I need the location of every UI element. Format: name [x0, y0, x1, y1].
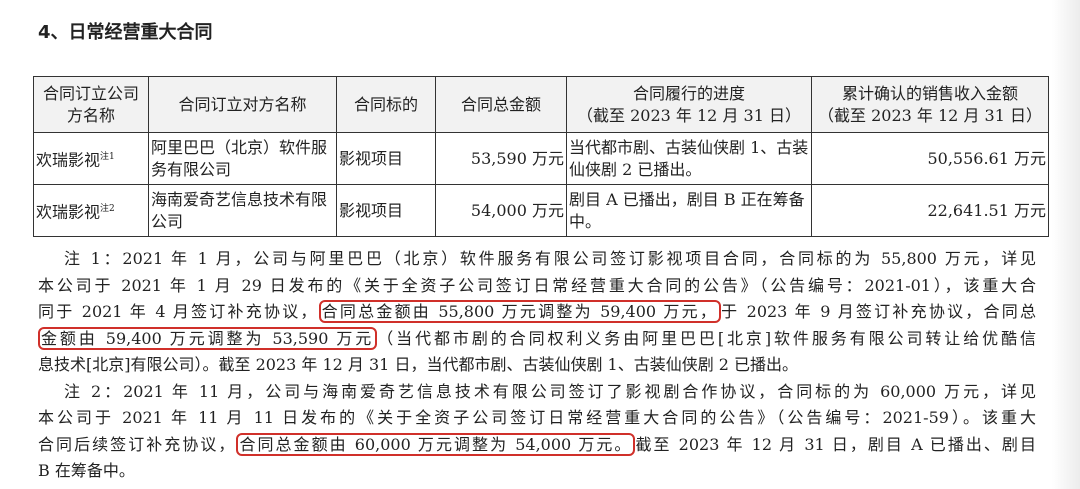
highlighted-amount-change: 合同总金额由 60,000 万元调整为 54,000 万元。: [236, 432, 636, 456]
footnote-line: 金额由 59,400 万元调整为 53,590 万元 （当代都市剧的合同权利义务由…: [38, 326, 1036, 353]
footnote-text: 注 1：2021 年 1 月，公司与阿里巴巴（北京）软件服务有限公司签订影视项目…: [64, 249, 1036, 268]
table-row: 欢瑞影视注2 海南爱奇艺信息技术有限公司 影视项目 54,000 万元 剧目 A…: [33, 184, 1049, 237]
header-cell: 合同订立对方名称: [148, 76, 337, 133]
highlighted-amount-change: 合同总金额由 55,800 万元调整为 59,400 万元，: [318, 300, 722, 323]
highlighted-amount-change: 金额由 59,400 万元调整为 53,590 万元: [38, 326, 378, 350]
footnote-line: 注 2：2021 年 11 月，公司与海南爱奇艺信息技术有限公司签订了影视剧合作…: [38, 379, 1036, 406]
footnote-mark: 注2: [100, 203, 115, 214]
subject-cell: 影视项目: [336, 132, 436, 185]
contracts-table: 合同订立公司方名称 合同订立对方名称 合同标的 合同总金额 合同履行的进度 （截…: [33, 76, 1049, 237]
footnote-text: 于 2023 年 9 月签订补充协议，合同总: [721, 302, 1036, 321]
header-cell: 累计确认的销售收入金额 （截至 2023 年 12 月 31 日）: [811, 76, 1049, 133]
footnote-text: 息技术[北京]有限公司）。截至 2023 年 12 月 31 日，当代都市剧、古…: [38, 355, 799, 374]
company-cell: 欢瑞影视注2: [33, 184, 149, 237]
footnote-text: 截至 2023 年 12 月 31 日，剧目 A 已播出、剧目: [635, 434, 1036, 454]
revenue-cell: 50,556.61 万元: [811, 132, 1049, 185]
party-cell: 海南爱奇艺信息技术有限公司: [148, 184, 337, 237]
header-cell: 合同总金额: [435, 76, 567, 133]
revenue-cell: 22,641.51 万元: [811, 184, 1049, 237]
progress-cell: 当代都市剧、古装仙侠剧 1、古装仙侠剧 2 已播出。: [566, 132, 812, 185]
table-header-row: 合同订立公司方名称 合同订立对方名称 合同标的 合同总金额 合同履行的进度 （截…: [33, 76, 1049, 133]
progress-cell: 剧目 A 已播出，剧目 B 正在筹备中。: [566, 184, 812, 237]
footnote-text: 合同后续签订补充协议，: [38, 434, 237, 454]
footnote-line: 息技术[北京]有限公司）。截至 2023 年 12 月 31 日，当代都市剧、古…: [38, 352, 1036, 379]
footnote-mark: 注1: [100, 151, 115, 162]
footnote-line: 本公司于 2021 年 11 月 11 日发布的《关于全资子公司签订日常经营重大…: [38, 405, 1036, 432]
amount-cell: 54,000 万元: [435, 184, 567, 237]
header-cell: 合同订立公司方名称: [33, 76, 149, 133]
footnote-line: 合同后续签订补充协议， 合同总金额由 60,000 万元调整为 54,000 万元…: [38, 432, 1036, 459]
company-cell: 欢瑞影视注1: [33, 132, 149, 185]
footnote-line: 注 1：2021 年 1 月，公司与阿里巴巴（北京）软件服务有限公司签订影视项目…: [38, 246, 1036, 273]
footnote-text: 同于 2021 年 4 月签订补充协议，: [38, 302, 319, 321]
footnote-line: 同于 2021 年 4 月签订补充协议， 合同总金额由 55,800 万元调整为 …: [38, 299, 1036, 326]
footnote-line: 本公司于 2021 年 1 月 29 日发布的《关于全资子公司签订日常经营重大合…: [38, 273, 1036, 300]
table-row: 欢瑞影视注1 阿里巴巴（北京）软件服务有限公司 影视项目 53,590 万元 当…: [33, 132, 1049, 185]
section-title: 4、日常经营重大合同: [38, 22, 213, 43]
party-cell: 阿里巴巴（北京）软件服务有限公司: [148, 132, 337, 185]
footnote-text: B 在筹备中。: [38, 461, 135, 480]
amount-cell: 53,590 万元: [435, 132, 567, 185]
header-cell: 合同标的: [336, 76, 436, 133]
footnote-line: B 在筹备中。: [38, 458, 1036, 485]
header-cell: 合同履行的进度 （截至 2023 年 12 月 31 日）: [566, 76, 812, 133]
footnote-text: （当代都市剧的合同权利义务由阿里巴巴[北京]软件服务有限公司转让给优酷信: [377, 328, 1036, 348]
page-edge-shadow: [1052, 0, 1080, 489]
footnote-text: 注 2：2021 年 11 月，公司与海南爱奇艺信息技术有限公司签订了影视剧合作…: [64, 381, 1036, 401]
footnote-text: 本公司于 2021 年 1 月 29 日发布的《关于全资子公司签订日常经营重大合…: [38, 275, 1036, 295]
footnote-text: 本公司于 2021 年 11 月 11 日发布的《关于全资子公司签订日常经营重大…: [38, 408, 1036, 427]
footnotes: 注 1：2021 年 1 月，公司与阿里巴巴（北京）软件服务有限公司签订影视项目…: [38, 246, 1036, 485]
subject-cell: 影视项目: [336, 184, 436, 237]
